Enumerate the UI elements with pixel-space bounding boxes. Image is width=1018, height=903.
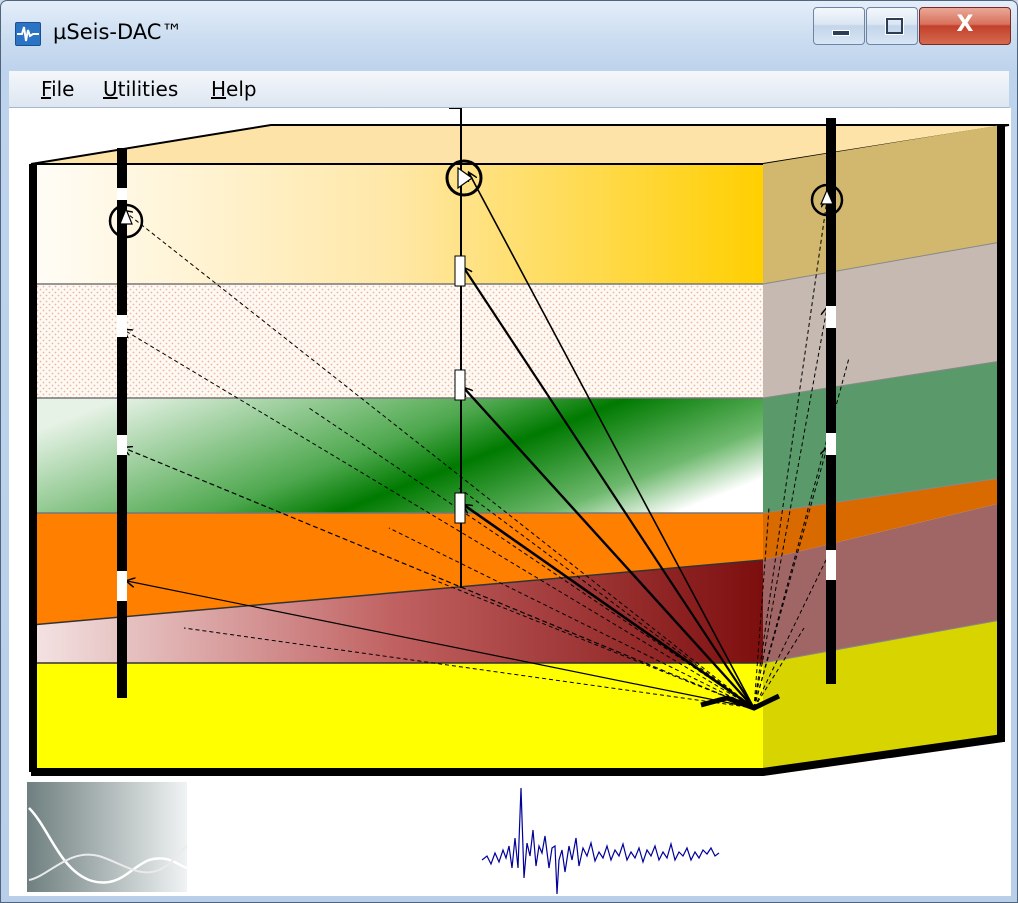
block-side-face [762, 125, 1002, 776]
geophone-icon [445, 159, 483, 197]
model-view[interactable] [9, 108, 1011, 896]
menu-help-mnemonic: H [211, 77, 227, 101]
geophone-icon [108, 203, 144, 239]
geologic-model-canvas[interactable] [9, 108, 1011, 896]
title-bar[interactable]: µSeis-DAC™ X [1, 1, 1017, 71]
minimize-icon [832, 30, 850, 36]
block-front-face [30, 163, 764, 776]
menu-bar: File Utilities Help [9, 71, 1009, 108]
maximize-button[interactable] [866, 7, 918, 45]
menu-file[interactable]: File [41, 77, 74, 101]
block-frame [29, 125, 1005, 776]
menu-utilities[interactable]: Utilities [103, 77, 178, 101]
menu-file-mnemonic: F [41, 77, 52, 101]
window-title: µSeis-DAC™ [53, 20, 183, 44]
well-left[interactable] [108, 148, 144, 698]
menu-utilities-mnemonic: U [103, 77, 118, 101]
menu-help[interactable]: Help [211, 77, 257, 101]
menu-utilities-label: tilities [117, 77, 179, 101]
menu-file-label: ile [51, 77, 75, 101]
geophone-icon [810, 183, 844, 217]
close-icon: X [956, 12, 974, 37]
waveform-panel [9, 776, 1011, 896]
seismic-source-icon[interactable] [700, 693, 781, 711]
well-center[interactable] [445, 108, 483, 588]
minimize-button[interactable] [813, 7, 865, 45]
menu-help-label: elp [226, 77, 257, 101]
waveform-thumbnail-icon[interactable] [27, 782, 188, 892]
maximize-icon [886, 18, 903, 34]
well-right[interactable] [810, 118, 844, 684]
close-button[interactable]: X [919, 7, 1011, 45]
seismic-waveform-icon [15, 22, 41, 46]
seismic-waveform-trace [481, 787, 720, 895]
ray-paths [124, 173, 850, 710]
